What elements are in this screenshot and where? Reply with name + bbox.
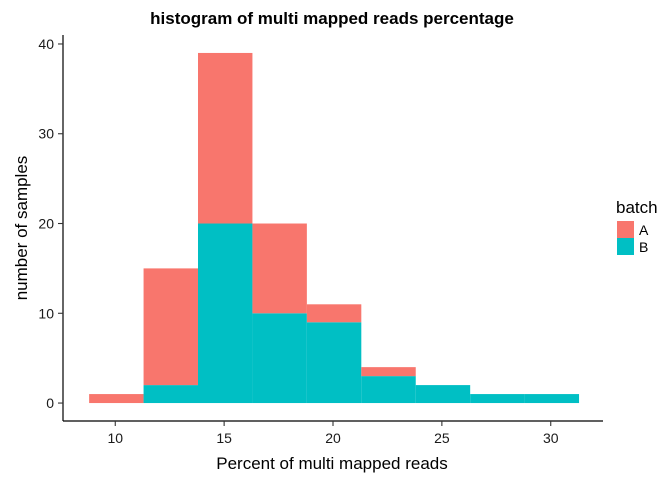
bar-B-bin-9	[524, 394, 580, 404]
bar-B-bin-6	[361, 376, 416, 404]
bar-A-bin-6	[361, 367, 416, 377]
y-tick-label: 10	[38, 305, 54, 321]
y-tick-label: 40	[38, 36, 54, 52]
bar-A-bin-1	[89, 394, 144, 404]
y-tick-label: 20	[38, 216, 54, 232]
bar-B-bin-4	[252, 313, 307, 404]
bar-A-bin-5	[306, 304, 362, 323]
y-tick-label: 0	[46, 395, 54, 411]
bar-A-bin-2	[143, 268, 198, 386]
bar-B-bin-7	[415, 385, 471, 404]
bar-A-bin-4	[252, 223, 307, 314]
bar-B-bin-3	[198, 223, 253, 404]
x-tick-label: 20	[325, 430, 341, 446]
x-tick-label: 30	[543, 430, 559, 446]
x-axis-label: Percent of multi mapped reads	[216, 454, 448, 473]
x-tick-label: 15	[216, 430, 232, 446]
legend-swatch-A	[617, 221, 634, 238]
x-tick-label: 25	[434, 430, 450, 446]
legend-items: AB	[617, 221, 649, 255]
y-axis-ticks: 0 10 20 30 40	[38, 36, 63, 411]
legend-label-A: A	[639, 222, 649, 238]
x-tick-label: 10	[107, 430, 123, 446]
legend: batch AB	[616, 198, 658, 255]
bar-B-bin-2	[143, 385, 198, 404]
y-tick-label: 30	[38, 126, 54, 142]
chart-title: histogram of multi mapped reads percenta…	[150, 9, 514, 28]
legend-swatch-B	[617, 238, 634, 255]
bar-B-bin-8	[470, 394, 525, 404]
x-axis-ticks: 10 15 20 25 30	[107, 421, 559, 446]
bar-B-bin-5	[306, 322, 362, 404]
legend-title: batch	[616, 198, 658, 217]
bar-A-bin-3	[198, 52, 253, 224]
y-axis-label: number of samples	[12, 156, 31, 301]
legend-label-B: B	[639, 239, 648, 255]
bars-group	[89, 52, 580, 404]
